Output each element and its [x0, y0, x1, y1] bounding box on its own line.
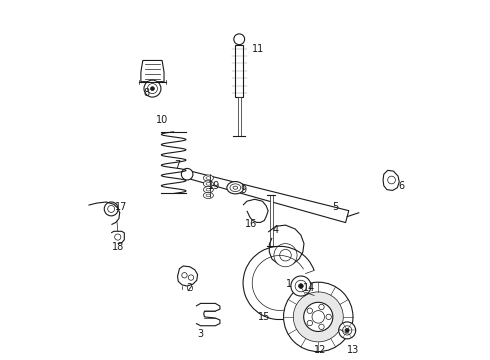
Circle shape [345, 328, 349, 332]
Text: 10: 10 [156, 115, 168, 125]
Text: 2: 2 [186, 283, 192, 293]
Circle shape [147, 84, 157, 94]
Text: 7: 7 [174, 159, 181, 170]
Ellipse shape [206, 177, 211, 179]
Circle shape [319, 324, 324, 329]
Ellipse shape [203, 186, 213, 193]
Text: 11: 11 [251, 44, 264, 54]
Text: 19: 19 [208, 181, 220, 191]
Circle shape [115, 234, 121, 240]
Text: 5: 5 [333, 202, 339, 212]
Circle shape [144, 80, 161, 97]
Text: 16: 16 [245, 219, 257, 229]
Text: 12: 12 [314, 345, 326, 355]
Circle shape [307, 308, 313, 314]
Polygon shape [186, 171, 349, 222]
Circle shape [181, 168, 193, 180]
Polygon shape [235, 45, 243, 97]
Polygon shape [383, 170, 399, 190]
Ellipse shape [233, 186, 238, 189]
Circle shape [307, 320, 313, 326]
Circle shape [108, 206, 115, 212]
Circle shape [188, 275, 194, 280]
Circle shape [295, 280, 307, 292]
Circle shape [304, 302, 333, 332]
Text: 18: 18 [112, 243, 124, 252]
Circle shape [339, 322, 356, 339]
Circle shape [284, 282, 353, 352]
Ellipse shape [203, 192, 213, 198]
Ellipse shape [206, 183, 211, 185]
Circle shape [104, 202, 118, 216]
Text: 9: 9 [240, 185, 246, 195]
Ellipse shape [227, 181, 244, 194]
Circle shape [234, 34, 245, 45]
Text: 3: 3 [197, 329, 204, 339]
Text: 15: 15 [258, 312, 270, 322]
Circle shape [388, 176, 395, 184]
Ellipse shape [203, 181, 213, 187]
Text: 14: 14 [302, 283, 315, 293]
Circle shape [326, 314, 331, 320]
Text: 6: 6 [398, 181, 404, 191]
Circle shape [343, 326, 352, 335]
Ellipse shape [203, 175, 213, 181]
Text: 1: 1 [286, 279, 293, 289]
Circle shape [294, 292, 343, 342]
Circle shape [280, 249, 291, 261]
Circle shape [150, 87, 154, 91]
Ellipse shape [230, 184, 241, 192]
Circle shape [312, 311, 324, 323]
Circle shape [274, 244, 297, 267]
Text: 17: 17 [116, 202, 128, 212]
Text: 13: 13 [347, 345, 359, 355]
Circle shape [291, 276, 311, 296]
Polygon shape [238, 97, 241, 136]
Polygon shape [177, 266, 197, 286]
Circle shape [182, 273, 187, 278]
Ellipse shape [206, 188, 211, 191]
Text: 4: 4 [273, 225, 279, 235]
Circle shape [319, 304, 324, 310]
Text: 8: 8 [144, 88, 150, 98]
Polygon shape [270, 195, 273, 246]
Circle shape [298, 284, 303, 288]
Ellipse shape [206, 194, 211, 197]
Polygon shape [141, 60, 164, 82]
